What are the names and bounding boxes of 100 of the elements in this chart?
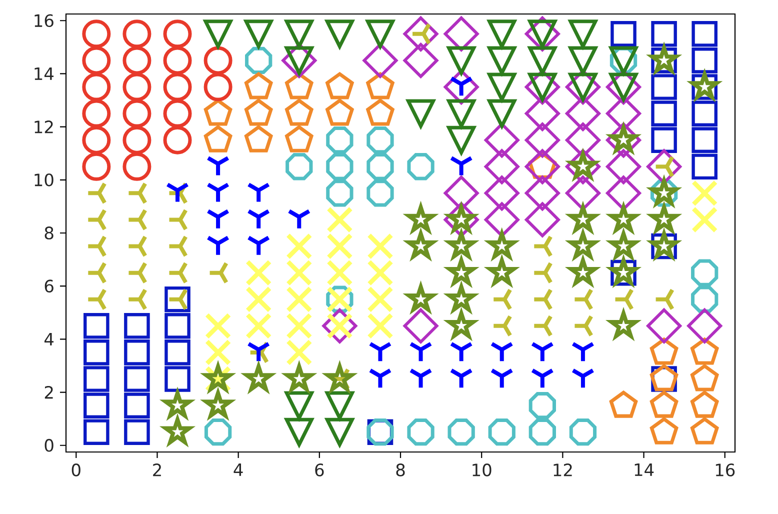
- point: [408, 342, 433, 364]
- point: [167, 261, 188, 284]
- point: [204, 339, 232, 366]
- point: [490, 368, 514, 390]
- point: [572, 314, 594, 338]
- point: [687, 308, 722, 344]
- point: [206, 182, 230, 204]
- point: [86, 182, 107, 205]
- point: [569, 418, 597, 446]
- point: [368, 368, 392, 390]
- point: [690, 338, 719, 365]
- y-tick-label: 8: [44, 226, 54, 240]
- point: [86, 288, 107, 311]
- point: [246, 209, 271, 230]
- point: [530, 368, 554, 390]
- point: [488, 418, 516, 446]
- point: [690, 417, 719, 444]
- point: [204, 418, 232, 446]
- point: [651, 21, 677, 47]
- point: [84, 340, 110, 366]
- point: [124, 340, 150, 366]
- point: [124, 366, 150, 392]
- point: [490, 342, 514, 364]
- point: [208, 261, 228, 284]
- point: [408, 368, 433, 390]
- point: [650, 338, 678, 365]
- y-tick-label: 10: [34, 173, 54, 186]
- point: [124, 392, 150, 418]
- point: [528, 46, 557, 75]
- point: [690, 390, 719, 418]
- point: [284, 391, 314, 420]
- point: [286, 153, 313, 180]
- point: [449, 76, 474, 98]
- point: [692, 100, 718, 126]
- point: [163, 20, 192, 48]
- point: [651, 74, 677, 100]
- point: [124, 313, 150, 339]
- y-tick-label: 14: [34, 68, 54, 80]
- point: [606, 176, 642, 211]
- point: [568, 20, 598, 48]
- point: [532, 261, 553, 284]
- point: [326, 72, 354, 100]
- point: [565, 122, 600, 158]
- y-tick-label: 16: [34, 14, 54, 28]
- point: [246, 236, 271, 257]
- point: [613, 288, 634, 311]
- point: [126, 182, 148, 205]
- point: [532, 288, 553, 311]
- x-tick-label: 14: [634, 464, 654, 476]
- point: [122, 46, 152, 75]
- point: [366, 98, 394, 126]
- point: [164, 313, 190, 339]
- point: [692, 127, 718, 153]
- x-tick-label: 12: [554, 464, 572, 476]
- point: [326, 98, 354, 126]
- point: [122, 126, 152, 154]
- x-tick-label: 10: [472, 464, 492, 476]
- point: [488, 99, 516, 128]
- point: [122, 99, 152, 128]
- point: [691, 286, 718, 313]
- point: [167, 234, 188, 258]
- point: [407, 153, 434, 180]
- point: [484, 122, 520, 158]
- point: [126, 288, 148, 311]
- point: [126, 261, 148, 284]
- point: [692, 154, 718, 180]
- point: [366, 286, 394, 313]
- point: [325, 418, 354, 446]
- point: [126, 234, 148, 258]
- point: [204, 125, 232, 152]
- point: [524, 202, 560, 238]
- point: [245, 312, 272, 340]
- point: [571, 342, 595, 364]
- point: [650, 417, 678, 444]
- point: [244, 98, 273, 126]
- point: [690, 364, 719, 392]
- point: [163, 72, 192, 102]
- point: [82, 20, 111, 48]
- point: [484, 176, 520, 211]
- point: [692, 21, 718, 47]
- point: [407, 418, 434, 446]
- point: [82, 72, 111, 102]
- point: [448, 418, 475, 446]
- point: [646, 308, 682, 344]
- point: [245, 286, 272, 313]
- point: [206, 209, 230, 230]
- point: [326, 153, 354, 180]
- point: [565, 176, 600, 211]
- point: [449, 342, 474, 364]
- point: [528, 418, 556, 446]
- point: [163, 99, 192, 128]
- point: [286, 312, 312, 340]
- point: [406, 99, 436, 128]
- point: [326, 180, 354, 207]
- point: [654, 288, 674, 311]
- point: [524, 122, 560, 158]
- point: [284, 20, 314, 48]
- point: [488, 72, 516, 102]
- x-tick-label: 16: [716, 464, 735, 476]
- point: [366, 153, 394, 180]
